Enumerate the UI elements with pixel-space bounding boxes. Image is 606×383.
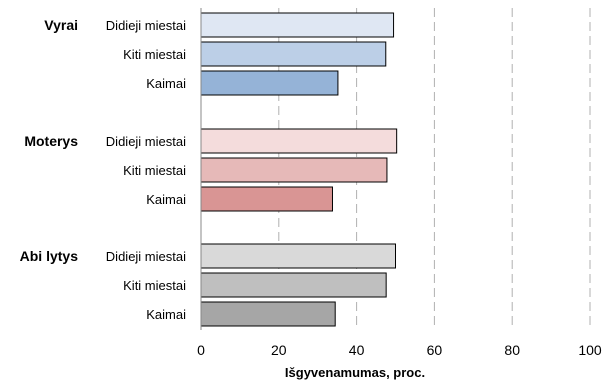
category-label: Didieji miestai (106, 249, 186, 264)
x-tick-label: 20 (271, 342, 287, 358)
group-label: Abi lytys (20, 248, 79, 264)
bar-1-1 (200, 157, 388, 183)
category-label: Kiti miestai (123, 163, 186, 178)
category-label: Kiti miestai (123, 47, 186, 62)
x-tick-label: 40 (349, 342, 365, 358)
bar-2-1 (200, 272, 387, 298)
x-tick-label: 0 (197, 342, 205, 358)
x-tick-label: 80 (504, 342, 520, 358)
category-label: Kaimai (146, 76, 186, 91)
bar-2-0 (200, 243, 396, 269)
bars (200, 12, 398, 327)
category-labels: Didieji miestai Kiti miestai Kaimai Vyrai Di… (20, 17, 186, 322)
x-axis-label: Išgyvenamumas, proc. (285, 365, 425, 380)
bar-2-2 (200, 301, 336, 327)
category-label: Kaimai (146, 307, 186, 322)
bar-0-1 (200, 41, 387, 67)
category-label: Didieji miestai (106, 18, 186, 33)
group-label: Moterys (24, 133, 78, 149)
category-label: Didieji miestai (106, 134, 186, 149)
x-tick-label: 60 (427, 342, 443, 358)
bar-1-0 (200, 128, 398, 154)
group-label: Vyrai (44, 17, 78, 33)
x-tick-labels: 0 20 40 60 80 100 (197, 342, 602, 358)
category-label: Kaimai (146, 192, 186, 207)
bar-1-2 (200, 186, 333, 212)
x-tick-label: 100 (578, 342, 602, 358)
bar-0-0 (200, 12, 395, 38)
bar-0-2 (200, 70, 339, 96)
category-label: Kiti miestai (123, 278, 186, 293)
